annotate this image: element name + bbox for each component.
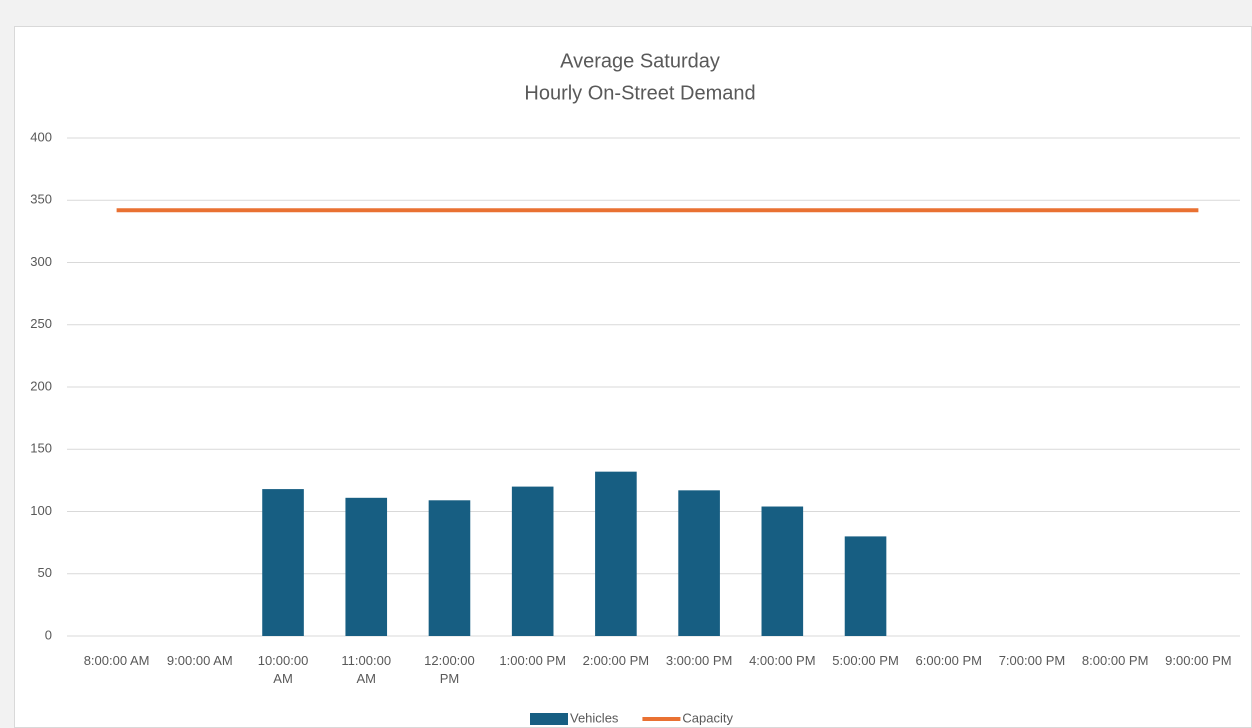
x-tick-label: 8:00:00 PM <box>1081 653 1149 668</box>
legend-swatch <box>530 713 568 725</box>
y-tick-label: 0 <box>45 627 52 642</box>
x-tick-label: 7:00:00 PM <box>998 653 1066 668</box>
x-tick-label: 4:00:00 PM <box>749 653 816 668</box>
x-tick-label: 1:00:00 PM <box>499 653 566 668</box>
bar <box>678 490 720 636</box>
y-tick-label: 200 <box>30 378 52 393</box>
legend-label: Vehicles <box>570 710 619 725</box>
x-tick-label: 5:00:00 PM <box>832 653 899 668</box>
y-tick-label: 300 <box>30 254 52 269</box>
bar <box>345 497 388 636</box>
x-tick-label: 8:00:00 AM <box>83 653 150 668</box>
bar <box>761 506 804 636</box>
x-tick-label: 9:00:00 AM <box>166 653 233 668</box>
x-tick-label: 2:00:00 PM <box>582 653 650 668</box>
y-tick-label: 250 <box>30 316 52 331</box>
x-tick-label: 12:00:00 PM <box>424 653 475 686</box>
bar <box>428 500 471 636</box>
chart-title: Average Saturday <box>560 50 720 72</box>
y-tick-label: 400 <box>30 129 52 144</box>
y-tick-label: 100 <box>30 503 52 518</box>
bar <box>844 536 887 636</box>
x-tick-label: 11:00:00 AM <box>341 653 392 686</box>
x-tick-label: 9:00:00 PM <box>1165 653 1232 668</box>
bar <box>511 486 554 636</box>
x-tick-label: 3:00:00 PM <box>665 653 733 668</box>
x-tick-label: 6:00:00 PM <box>915 653 983 668</box>
legend-label: Capacity <box>682 710 733 725</box>
chart-subtitle: Hourly On-Street Demand <box>524 82 755 104</box>
bar <box>262 489 304 636</box>
y-tick-label: 50 <box>38 565 52 580</box>
bar <box>595 471 637 636</box>
y-tick-label: 350 <box>30 192 52 207</box>
x-tick-label: 10:00:00 AM <box>257 653 309 686</box>
y-tick-label: 150 <box>30 441 52 456</box>
